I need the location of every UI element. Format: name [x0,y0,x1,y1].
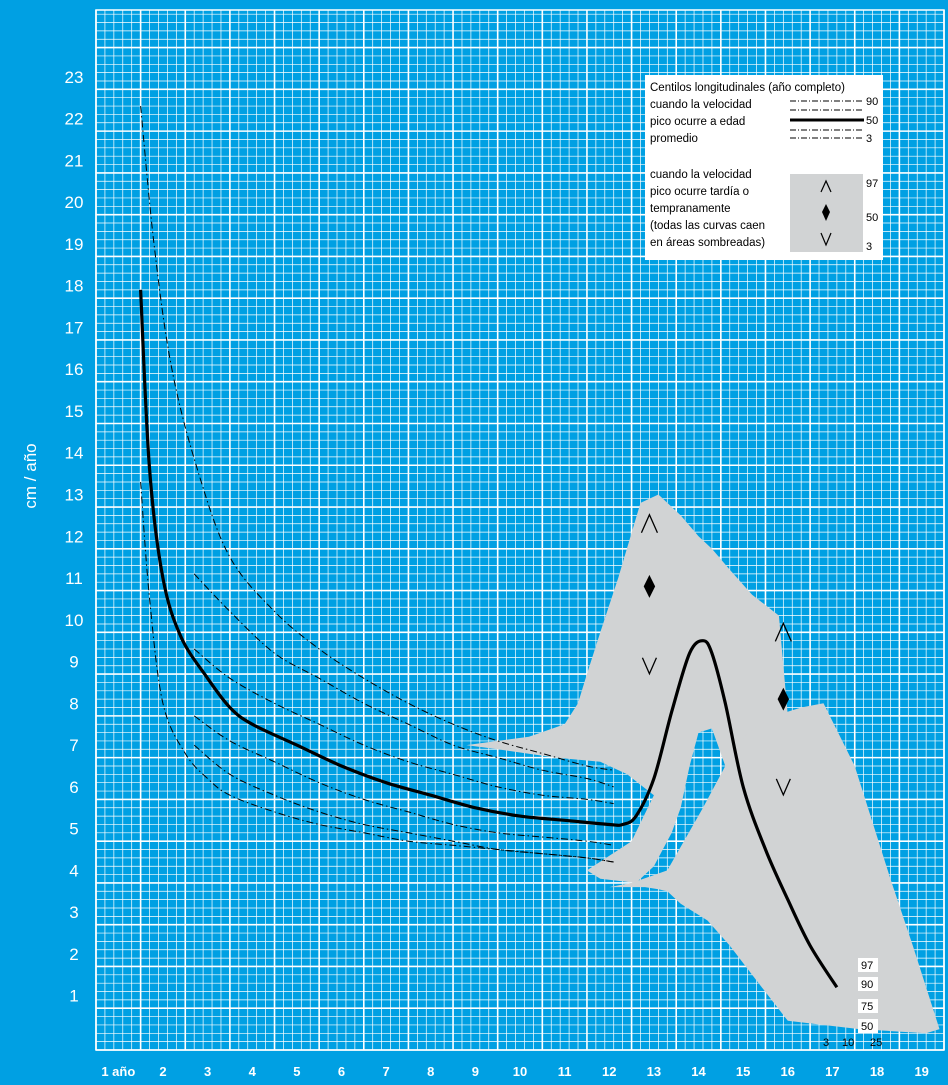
legend-down-marker [820,232,832,247]
legend-block2-line2: pico ocurre tardía o [650,186,749,198]
legend-block2-line1: cuando la velocidad [650,169,752,181]
y-tick-12: 12 [65,527,84,546]
y-tick-2: 2 [69,945,78,964]
y-tick-21: 21 [65,151,84,170]
legend-block2-line3: tempranamente [650,203,731,215]
y-tick-23: 23 [65,68,84,87]
x-tick-17: 17 [825,1064,839,1079]
curve-25 [193,715,614,846]
legend-block1-line1: cuando la velocidad [650,99,752,111]
end-label-bg [858,977,878,991]
end-label-10: 10 [842,1037,854,1049]
legend-up-marker [820,179,832,193]
marker-diamond-4 [777,687,790,711]
curve-75 [193,648,614,805]
marker-down-2 [641,657,658,676]
x-tick-16: 16 [781,1064,795,1079]
legend-block2-line4: (todas las curvas caen [650,220,765,232]
y-tick-13: 13 [65,485,84,504]
y-tick-18: 18 [65,277,84,296]
legend-key2-97: 97 [866,178,878,190]
x-tick-6: 6 [338,1064,345,1079]
area-markers [640,513,792,797]
y-tick-8: 8 [69,694,78,713]
marker-up-0 [640,513,659,533]
curve-3 [140,481,614,863]
marker-diamond-1 [643,574,656,598]
legend-block2-line5: en áreas sombreadas) [650,237,765,249]
y-tick-20: 20 [65,193,84,212]
x-tick-2: 2 [159,1064,166,1079]
x-tick-19: 19 [914,1064,928,1079]
y-axis-label: cm / año [21,443,40,508]
x-tick-8: 8 [427,1064,434,1079]
x-tick-13: 13 [647,1064,661,1079]
y-tick-1: 1 [69,987,78,1006]
x-tick-12: 12 [602,1064,616,1079]
legend-diamond-marker [822,204,830,221]
legend-block1-line2: pico ocurre a edad [650,116,745,128]
curve-97 [140,106,614,771]
y-tick-4: 4 [69,861,78,880]
curve-90 [193,573,614,788]
legend: Centilos longitudinales (año completo) c… [645,75,883,260]
y-tick-7: 7 [69,736,78,755]
marker-up-3 [774,621,792,642]
end-label-bg [858,958,878,972]
y-tick-15: 15 [65,402,84,421]
legend-key2-3: 3 [866,241,872,253]
end-labels: 97 90 75 50 3 10 25 [823,958,882,1049]
x-tick-labels: 1 año 2 3 4 5 6 7 8 9 10 11 12 13 14 15 16 17 18 19 [101,1064,929,1079]
shaded-area-early [466,494,824,1025]
y-tick-3: 3 [69,903,78,922]
y-tick-6: 6 [69,778,78,797]
y-tick-16: 16 [65,360,84,379]
legend-key2-50: 50 [866,212,878,224]
marker-down-5 [775,778,791,797]
x-tick-1: 1 año [101,1064,135,1079]
x-tick-3: 3 [204,1064,211,1079]
end-label-50: 50 [861,1021,873,1033]
y-tick-17: 17 [65,318,84,337]
y-tick-9: 9 [69,653,78,672]
percentile-curves [139,106,839,989]
curve-50 [139,289,839,989]
x-tick-9: 9 [472,1064,479,1079]
x-tick-4: 4 [249,1064,257,1079]
legend-key-3: 3 [866,133,872,145]
end-label-75: 75 [861,1001,873,1013]
x-tick-7: 7 [382,1064,389,1079]
legend-key-50: 50 [866,115,878,127]
end-label-3: 3 [823,1037,829,1049]
y-tick-10: 10 [65,611,84,630]
x-tick-5: 5 [293,1064,300,1079]
legend-block1-line3: promedio [650,133,698,145]
x-tick-15: 15 [736,1064,750,1079]
x-tick-10: 10 [513,1064,527,1079]
x-tick-18: 18 [870,1064,884,1079]
end-label-25: 25 [870,1037,882,1049]
curve-10 [193,744,614,863]
end-label-90: 90 [861,979,873,991]
y-tick-11: 11 [65,569,83,588]
x-tick-14: 14 [691,1064,706,1079]
y-tick-5: 5 [69,820,78,839]
y-tick-14: 14 [65,444,84,463]
end-label-bg [858,1019,878,1033]
legend-key-90: 90 [866,96,878,108]
end-label-97: 97 [861,960,873,972]
y-tick-22: 22 [65,110,84,129]
x-tick-11: 11 [558,1064,572,1079]
legend-title: Centilos longitudinales (año completo) [650,82,845,94]
end-label-bg [858,999,878,1013]
y-tick-19: 19 [65,235,84,254]
